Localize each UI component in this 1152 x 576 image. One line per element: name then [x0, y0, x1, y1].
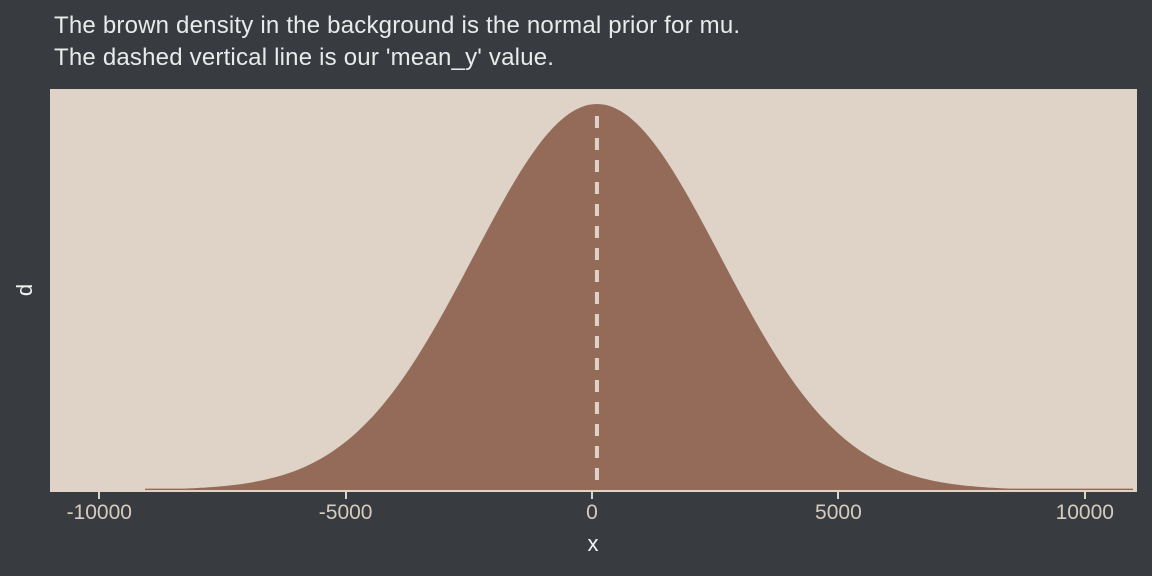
- x-axis-label: x: [587, 531, 599, 556]
- y-axis-label: d: [12, 283, 37, 297]
- x-tick-mark: [837, 492, 840, 499]
- plot-title-line1: The brown density in the background is t…: [54, 12, 741, 39]
- x-tick-mark: [344, 492, 347, 499]
- plot-title: The brown density in the background is t…: [54, 10, 740, 74]
- x-tick-label: 0: [586, 501, 598, 524]
- x-tick-label: -10000: [66, 501, 132, 524]
- x-tick-mark: [591, 492, 594, 499]
- density-plot-svg: [145, 104, 1133, 490]
- x-tick-mark: [98, 492, 101, 499]
- x-tick-label: 10000: [1055, 501, 1114, 524]
- x-tick-label: -5000: [318, 501, 373, 524]
- x-tick-mark: [1083, 492, 1086, 499]
- plot-title-line2: The dashed vertical line is our 'mean_y'…: [54, 44, 555, 71]
- prior-density-area: [145, 104, 1133, 490]
- x-tick-label: 5000: [815, 501, 862, 524]
- plot-panel: [50, 89, 1137, 492]
